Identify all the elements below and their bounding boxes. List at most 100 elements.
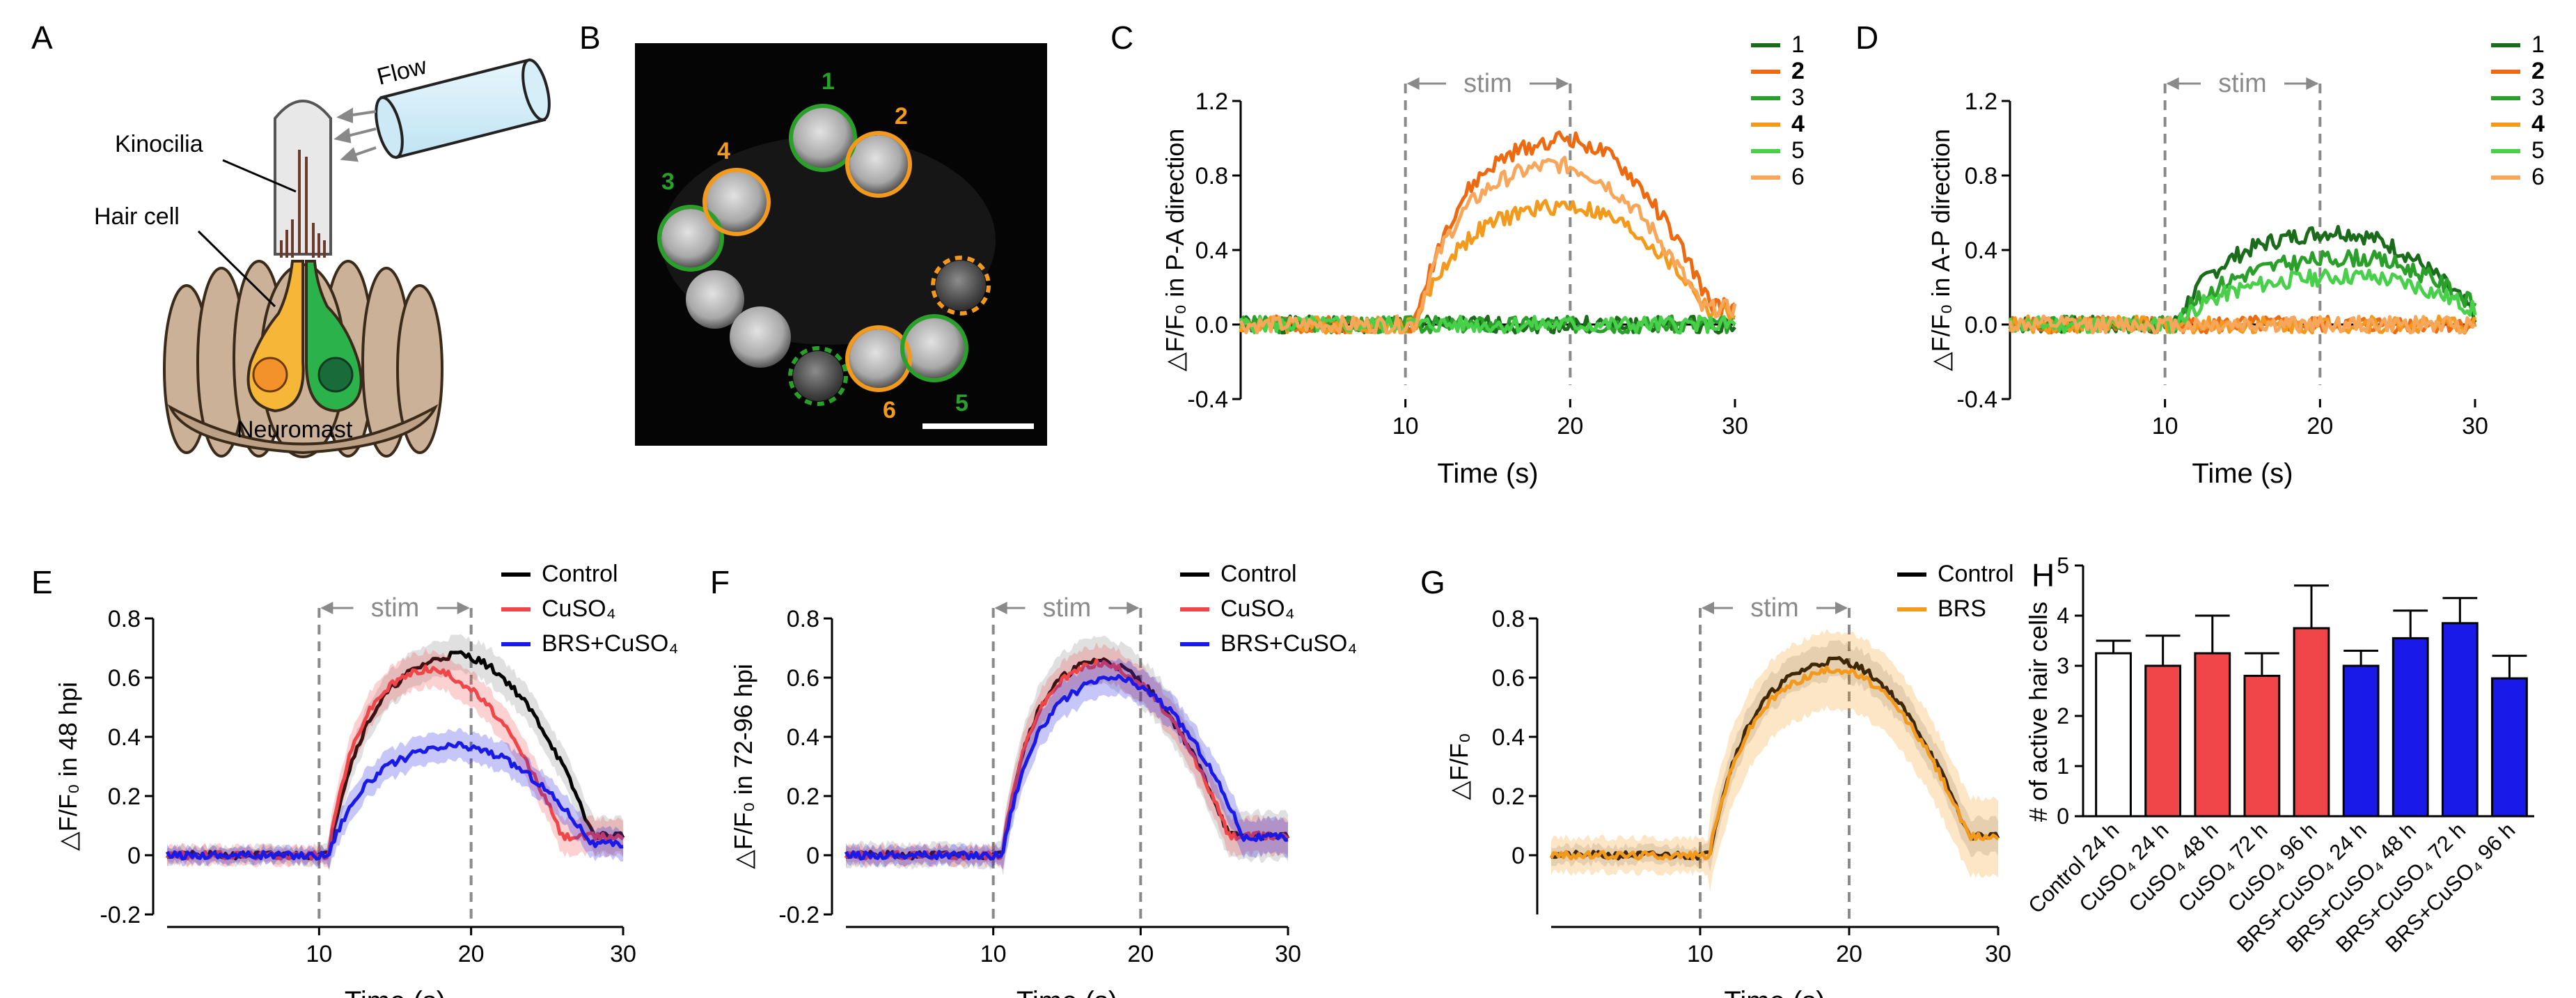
y-tick-label: 2 — [2057, 703, 2069, 728]
y-tick-label: 0 — [806, 843, 819, 869]
cell-number-labels: 1 2 3 4 5 6 — [661, 68, 968, 423]
legend-label-4: 5 — [2531, 137, 2545, 164]
y-tick-label: 0.8 — [787, 606, 819, 632]
x-axis-label: Time (s) — [345, 986, 446, 998]
nucleus-orange-icon — [252, 357, 288, 393]
y-tick-label: 0.4 — [108, 724, 141, 751]
stim-arrowhead-right — [2306, 77, 2319, 90]
legend-label-2: 3 — [2531, 84, 2545, 111]
y-axis-label: # of active hair cells — [2024, 602, 2052, 822]
y-tick-label: 1.2 — [1195, 88, 1228, 115]
y-tick-label: 0.4 — [1492, 724, 1525, 751]
x-tick-label: 20 — [2307, 413, 2333, 439]
neuromast-label: Neuromast — [237, 416, 353, 443]
y-axis-label: △F/F₀ in 48 hpi — [54, 682, 82, 851]
bar-3 — [2243, 674, 2281, 818]
legend-label-5: 6 — [1791, 164, 1805, 190]
stim-label: stim — [1463, 69, 1512, 98]
legend-label-2: 3 — [1791, 84, 1805, 111]
stim-arrowhead-left — [1702, 602, 1714, 614]
x-tick-label: 30 — [1985, 941, 2011, 967]
y-tick-label: 0.0 — [1965, 312, 1997, 338]
series-line-0 — [166, 650, 625, 861]
y-tick-label: 0.0 — [1195, 312, 1228, 338]
legend-label-4: 5 — [1791, 137, 1805, 164]
hair-cell-label: Hair cell — [94, 203, 180, 230]
cell-label-6: 6 — [883, 397, 896, 423]
series-line-5 — [2008, 314, 2476, 335]
y-tick-label: 0.6 — [787, 665, 819, 692]
panel-letter-c: C — [1110, 20, 1133, 56]
x-axis-label: Time (s) — [1016, 986, 1117, 998]
bar-2 — [2194, 652, 2231, 818]
x-tick-label: 10 — [2152, 413, 2178, 439]
series-line-1 — [1549, 665, 2000, 861]
series-line-2 — [165, 741, 624, 861]
flow-label: Flow — [375, 52, 430, 90]
x-tick-label: 20 — [1557, 413, 1583, 439]
x-tick-label: 30 — [1722, 413, 1748, 439]
stim-arrowhead-right — [1126, 602, 1140, 614]
bar-0 — [2095, 652, 2132, 818]
x-axis-label: Time (s) — [1724, 986, 1825, 998]
x-tick-label: 30 — [610, 941, 636, 967]
series-line-3 — [1239, 198, 1736, 335]
legend-label-0: 1 — [2531, 31, 2545, 58]
bar-8 — [2491, 677, 2528, 818]
y-tick-label: 0 — [127, 843, 141, 869]
x-tick-label: 20 — [1127, 941, 1154, 967]
series-line-2 — [844, 673, 1289, 861]
series-line-4 — [2008, 267, 2477, 334]
y-tick-label: 1.2 — [1965, 88, 1997, 115]
y-tick-label: -0.2 — [100, 902, 141, 928]
y-tick-label: 5 — [2057, 553, 2069, 578]
series-sem-band-0 — [167, 634, 623, 871]
y-tick-label: -0.2 — [778, 902, 819, 928]
panel-letter-e: E — [31, 564, 53, 600]
panel-a-schematic: A Flow — [31, 20, 551, 458]
panel-letter-g: G — [1420, 564, 1445, 600]
bar-7 — [2441, 622, 2479, 818]
x-tick-label: 10 — [1392, 413, 1419, 439]
legend-label-1: BRS — [1938, 595, 1986, 622]
y-tick-label: 0.4 — [1965, 237, 1997, 264]
y-tick-label: 0.8 — [1965, 163, 1997, 189]
y-axis-label: △F/F₀ in A-P direction — [1926, 129, 1955, 371]
x-tick-label: 20 — [458, 941, 485, 967]
x-axis-label: Time (s) — [1437, 458, 1538, 489]
legend-label-0: Control — [542, 561, 618, 587]
legend-label-2: BRS+CuSO₄ — [542, 630, 678, 657]
bar-4 — [2293, 627, 2330, 818]
y-tick-label: 0 — [2057, 804, 2069, 829]
y-tick-label: 0.4 — [787, 724, 819, 751]
stim-label: stim — [371, 593, 420, 623]
panel-letter-h: H — [2032, 557, 2055, 593]
series-line-5 — [1239, 155, 1737, 335]
y-axis-label: △F/F₀ in 72-96 hpi — [729, 664, 757, 869]
hair-cell-pointer — [197, 230, 276, 308]
chart-panel-f: F -0.2 0 0.2 0.4 0.6 0.8 10 20 30 Time (s) △F/F₀ in… — [710, 561, 1357, 998]
kinocilia-icon — [280, 150, 326, 258]
cell-label-2: 2 — [895, 103, 908, 130]
micrograph-cells — [661, 107, 986, 401]
cell-label-1: 1 — [822, 68, 835, 95]
cupula-icon — [274, 100, 332, 256]
y-tick-label: 0.2 — [1492, 783, 1525, 810]
stim-arrowhead-right — [457, 602, 470, 614]
x-tick-label: 10 — [306, 941, 332, 967]
x-tick-label: 30 — [2462, 413, 2488, 439]
bar-1 — [2144, 664, 2182, 818]
cell-label-5: 5 — [955, 390, 968, 416]
x-tick-label: 20 — [1836, 941, 1862, 967]
kinocilia-label: Kinocilia — [115, 131, 203, 157]
stim-arrowhead-left — [2166, 77, 2179, 90]
series-sem-band-1 — [167, 648, 623, 870]
panel-letter-b: B — [579, 20, 601, 56]
cell-outlines — [657, 104, 991, 406]
stim-label: stim — [2218, 69, 2267, 98]
stim-arrowhead-right — [1835, 602, 1848, 614]
bar-5 — [2342, 664, 2380, 818]
x-axis-label: Time (s) — [2192, 458, 2293, 489]
